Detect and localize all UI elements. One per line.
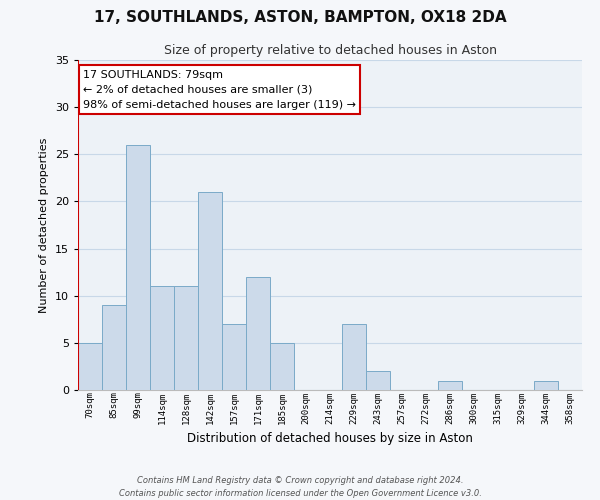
Bar <box>366 371 390 390</box>
Text: 17 SOUTHLANDS: 79sqm
← 2% of detached houses are smaller (3)
98% of semi-detache: 17 SOUTHLANDS: 79sqm ← 2% of detached ho… <box>83 70 356 110</box>
Bar <box>342 324 366 390</box>
Bar <box>174 286 198 390</box>
Y-axis label: Number of detached properties: Number of detached properties <box>39 138 49 312</box>
X-axis label: Distribution of detached houses by size in Aston: Distribution of detached houses by size … <box>187 432 473 445</box>
Title: Size of property relative to detached houses in Aston: Size of property relative to detached ho… <box>163 44 497 58</box>
Bar <box>126 145 150 390</box>
Bar <box>438 380 462 390</box>
Bar <box>270 343 294 390</box>
Bar <box>78 343 102 390</box>
Text: 17, SOUTHLANDS, ASTON, BAMPTON, OX18 2DA: 17, SOUTHLANDS, ASTON, BAMPTON, OX18 2DA <box>94 10 506 25</box>
Bar <box>150 286 174 390</box>
Bar <box>222 324 246 390</box>
Bar <box>198 192 222 390</box>
Bar <box>246 277 270 390</box>
Bar <box>534 380 558 390</box>
Text: Contains HM Land Registry data © Crown copyright and database right 2024.
Contai: Contains HM Land Registry data © Crown c… <box>119 476 481 498</box>
Bar <box>102 305 126 390</box>
